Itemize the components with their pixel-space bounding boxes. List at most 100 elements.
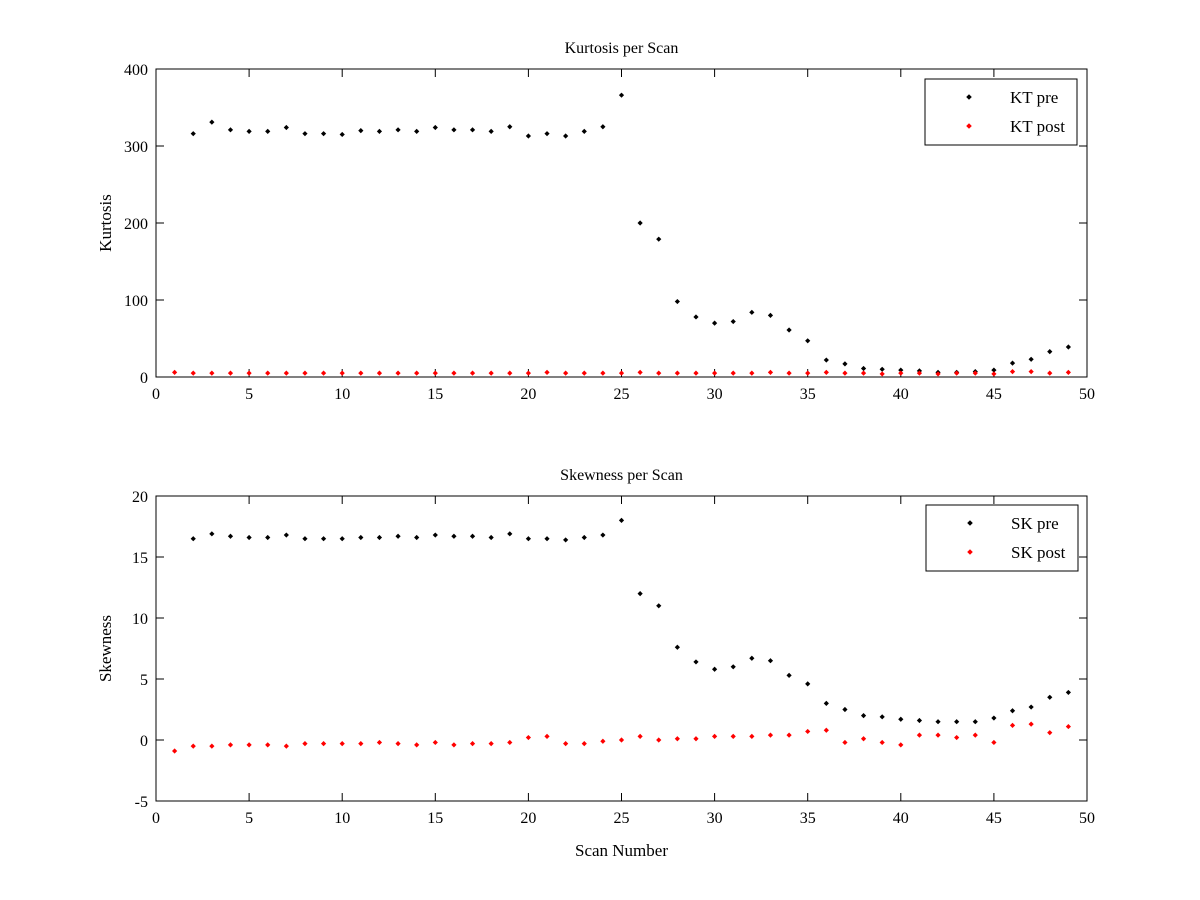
skewness-data-point-pre bbox=[1009, 708, 1016, 714]
skewness-y-tick-label: 20 bbox=[132, 489, 148, 506]
skewness-data-point-pre bbox=[600, 532, 606, 538]
skewness-data-point-pre bbox=[525, 536, 531, 542]
kurtosis-data-point-post bbox=[879, 371, 885, 377]
kurtosis-data-point-pre bbox=[283, 124, 289, 131]
skewness-data-point-post bbox=[860, 736, 867, 742]
kurtosis-data-point-pre bbox=[767, 312, 774, 318]
skewness-x-tick-label: 45 bbox=[986, 810, 1002, 827]
kurtosis-data-point-post bbox=[823, 369, 829, 375]
kurtosis-x-tick-label: 15 bbox=[427, 386, 443, 403]
kurtosis-data-point-post bbox=[320, 370, 327, 376]
kurtosis-y-axis-label: Kurtosis bbox=[96, 194, 115, 252]
kurtosis-data-point-post bbox=[693, 370, 699, 376]
skewness-data-point-post bbox=[395, 741, 401, 747]
kurtosis-data-point-post bbox=[600, 370, 606, 376]
skewness-data-point-post bbox=[581, 741, 587, 747]
skewness-data-point-pre bbox=[618, 517, 625, 523]
kurtosis-chart-title: Kurtosis per Scan bbox=[565, 40, 679, 57]
kurtosis-data-point-pre bbox=[209, 119, 215, 125]
skewness-chart-title: Skewness per Scan bbox=[560, 467, 683, 484]
skewness-data-point-post bbox=[339, 741, 345, 747]
kurtosis-data-point-pre bbox=[544, 131, 550, 137]
kurtosis-data-point-pre bbox=[488, 128, 494, 134]
kurtosis-y-tick-label: 400 bbox=[124, 62, 148, 79]
kurtosis-data-point-post bbox=[302, 370, 308, 376]
skewness-data-point-post bbox=[376, 739, 383, 746]
skewness-data-point-post bbox=[246, 742, 252, 748]
kurtosis-data-point-post bbox=[637, 369, 643, 375]
skewness-data-point-post bbox=[265, 742, 271, 748]
skewness-data-point-post bbox=[1028, 721, 1034, 727]
skewness-data-point-pre bbox=[749, 655, 755, 661]
skewness-data-point-post bbox=[432, 739, 438, 746]
skewness-data-point-post bbox=[600, 738, 606, 744]
kurtosis-data-point-pre bbox=[525, 133, 531, 139]
kurtosis-x-tick-label: 30 bbox=[707, 386, 723, 403]
skewness-data-point-pre bbox=[879, 714, 885, 720]
skewness-data-point-pre bbox=[283, 532, 289, 538]
kurtosis-data-point-pre bbox=[860, 365, 867, 372]
kurtosis-series-pre bbox=[190, 92, 1071, 375]
kurtosis-data-point-post bbox=[395, 370, 401, 376]
kurtosis-data-point-pre bbox=[1047, 348, 1053, 355]
skewness-data-point-post bbox=[283, 743, 289, 749]
kurtosis-x-tick-label: 10 bbox=[334, 386, 350, 403]
kurtosis-data-point-pre bbox=[786, 327, 792, 333]
kurtosis-data-point-post bbox=[432, 370, 438, 376]
kurtosis-data-point-post bbox=[265, 370, 271, 376]
kurtosis-y-tick-label: 0 bbox=[140, 370, 148, 387]
skewness-legend-label: SK post bbox=[1011, 543, 1066, 562]
skewness-data-point-post bbox=[786, 732, 792, 738]
kurtosis-data-point-pre bbox=[898, 367, 904, 373]
kurtosis-legend-label: KT pre bbox=[1010, 88, 1058, 107]
skewness-data-point-post bbox=[693, 736, 699, 742]
skewness-data-point-pre bbox=[246, 534, 252, 541]
kurtosis-data-point-post bbox=[339, 370, 345, 376]
skewness-data-point-post bbox=[935, 732, 941, 738]
kurtosis-legend-marker bbox=[966, 94, 972, 100]
skewness-x-tick-label: 50 bbox=[1079, 810, 1095, 827]
kurtosis-data-point-pre bbox=[227, 127, 234, 133]
kurtosis-data-point-pre bbox=[302, 131, 308, 137]
skewness-x-tick-label: 30 bbox=[707, 810, 723, 827]
kurtosis-x-tick-label: 20 bbox=[520, 386, 536, 403]
skewness-data-point-post bbox=[674, 736, 680, 742]
skewness-legend-label: SK pre bbox=[1011, 514, 1059, 533]
skewness-data-point-pre bbox=[265, 534, 271, 541]
skewness-y-axis-label: Skewness bbox=[96, 615, 115, 682]
skewness-data-point-post bbox=[469, 741, 476, 747]
kurtosis-data-point-post bbox=[209, 370, 215, 376]
kurtosis-data-point-pre bbox=[1028, 356, 1034, 362]
kurtosis-data-point-pre bbox=[376, 128, 383, 134]
kurtosis-data-point-post bbox=[1009, 369, 1016, 375]
skewness-data-point-pre bbox=[227, 533, 234, 539]
kurtosis-data-point-post bbox=[544, 369, 550, 375]
skewness-data-point-pre bbox=[395, 533, 401, 539]
kurtosis-data-point-pre bbox=[339, 131, 345, 138]
kurtosis-data-point-pre bbox=[246, 128, 252, 134]
kurtosis-data-point-pre bbox=[674, 298, 680, 305]
kurtosis-x-tick-label: 25 bbox=[614, 386, 630, 403]
kurtosis-data-point-post bbox=[581, 370, 587, 376]
skewness-data-point-post bbox=[507, 739, 513, 746]
skewness-data-point-post bbox=[302, 741, 308, 747]
skewness-x-axis-label: Scan Number bbox=[575, 841, 668, 860]
skewness-x-tick-label: 15 bbox=[427, 810, 443, 827]
skewness-data-point-pre bbox=[637, 591, 643, 597]
kurtosis-data-point-pre bbox=[432, 124, 438, 131]
kurtosis-data-point-pre bbox=[749, 309, 755, 315]
skewness-data-point-pre bbox=[544, 536, 550, 542]
skewness-x-tick-label: 40 bbox=[893, 810, 909, 827]
skewness-data-point-pre bbox=[860, 713, 867, 719]
kurtosis-data-point-post bbox=[935, 371, 941, 377]
kurtosis-data-point-pre bbox=[805, 338, 811, 344]
kurtosis-data-point-pre bbox=[618, 92, 625, 98]
skewness-data-point-post bbox=[637, 733, 643, 739]
skewness-data-point-pre bbox=[581, 534, 587, 541]
skewness-x-tick-label: 5 bbox=[245, 810, 253, 827]
kurtosis-data-point-post bbox=[358, 370, 364, 376]
kurtosis-data-point-pre bbox=[451, 127, 457, 133]
skewness-data-point-pre bbox=[1047, 694, 1053, 700]
skewness-data-point-pre bbox=[432, 532, 438, 538]
